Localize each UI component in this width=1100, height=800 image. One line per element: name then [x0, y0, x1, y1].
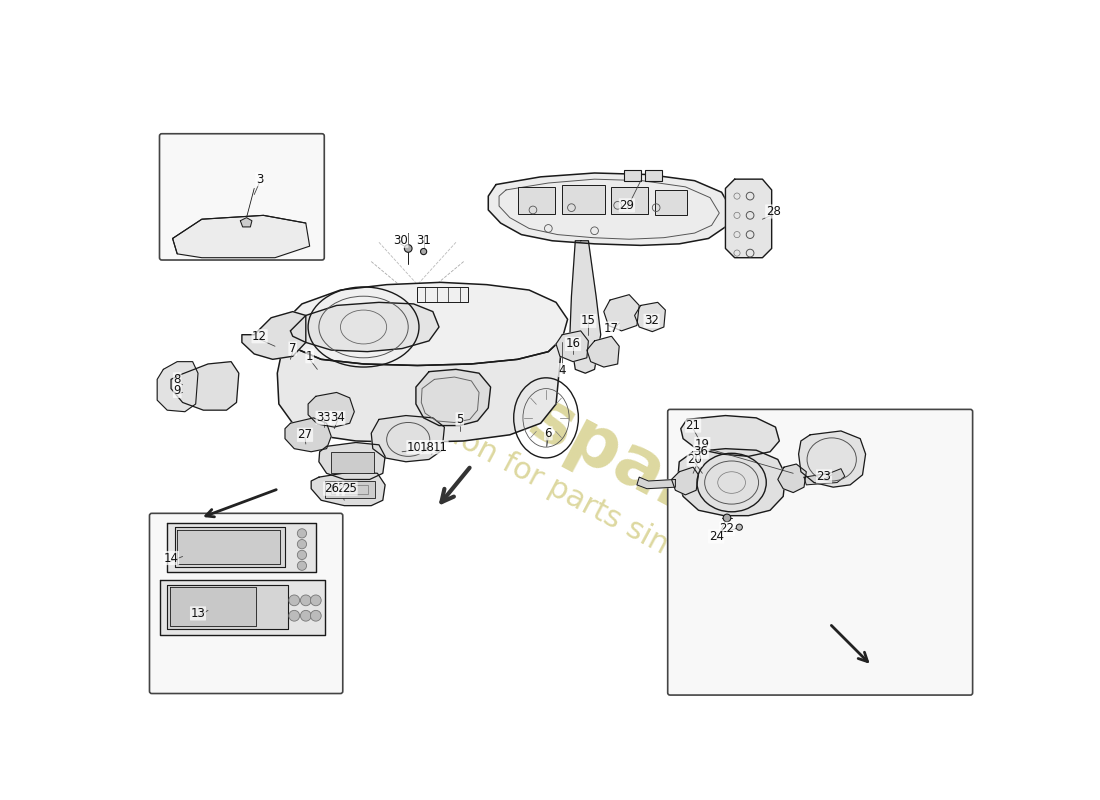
Circle shape — [300, 610, 311, 621]
Text: 2: 2 — [337, 482, 344, 495]
Bar — [331, 452, 374, 474]
Text: 5: 5 — [456, 413, 463, 426]
Polygon shape — [587, 336, 619, 367]
Text: 26: 26 — [323, 482, 339, 495]
Text: 36: 36 — [693, 446, 708, 458]
Polygon shape — [681, 415, 779, 456]
Bar — [654, 190, 686, 214]
Circle shape — [420, 249, 427, 254]
Text: a passion for parts since 1985: a passion for parts since 1985 — [361, 375, 782, 618]
Text: 18: 18 — [420, 441, 434, 454]
Text: 34: 34 — [330, 411, 344, 424]
Text: 13: 13 — [190, 607, 206, 620]
Circle shape — [289, 610, 299, 621]
Polygon shape — [488, 173, 732, 246]
Bar — [612, 187, 649, 214]
Bar — [517, 187, 554, 214]
Text: 10: 10 — [407, 441, 421, 454]
Text: 17: 17 — [604, 322, 619, 335]
Polygon shape — [671, 467, 698, 495]
Text: 23: 23 — [816, 470, 832, 483]
Bar — [562, 185, 605, 214]
Polygon shape — [169, 587, 255, 626]
Circle shape — [297, 539, 307, 549]
Circle shape — [405, 245, 412, 252]
Text: 14: 14 — [164, 551, 178, 565]
Polygon shape — [175, 527, 285, 567]
Polygon shape — [635, 302, 666, 332]
Text: 1: 1 — [306, 350, 313, 362]
Circle shape — [300, 595, 311, 606]
Text: 6: 6 — [544, 426, 552, 440]
Polygon shape — [241, 218, 252, 227]
Polygon shape — [556, 331, 588, 362]
Text: 3: 3 — [256, 173, 263, 186]
Text: 33: 33 — [316, 411, 331, 424]
Circle shape — [736, 524, 743, 530]
Polygon shape — [177, 530, 280, 564]
Polygon shape — [172, 362, 239, 410]
FancyBboxPatch shape — [160, 134, 324, 260]
Polygon shape — [283, 282, 568, 366]
Text: 28: 28 — [766, 205, 781, 218]
FancyBboxPatch shape — [668, 410, 972, 695]
Polygon shape — [290, 302, 439, 352]
Polygon shape — [160, 579, 326, 635]
Text: 30: 30 — [393, 234, 408, 247]
Polygon shape — [167, 585, 288, 629]
Text: 12: 12 — [252, 330, 267, 342]
Polygon shape — [372, 415, 444, 462]
Polygon shape — [173, 215, 310, 258]
Polygon shape — [570, 241, 601, 373]
Bar — [646, 170, 662, 181]
Text: 15: 15 — [581, 314, 596, 327]
Text: 9: 9 — [174, 385, 182, 398]
Circle shape — [297, 561, 307, 570]
Polygon shape — [308, 393, 354, 427]
Polygon shape — [167, 523, 316, 572]
Text: 27: 27 — [297, 428, 312, 442]
Polygon shape — [416, 370, 491, 426]
Polygon shape — [319, 442, 385, 479]
Polygon shape — [778, 464, 806, 493]
Text: 21: 21 — [685, 419, 701, 432]
Polygon shape — [604, 294, 639, 331]
Circle shape — [310, 595, 321, 606]
Text: 22: 22 — [719, 522, 735, 535]
Bar — [624, 170, 640, 181]
Text: 29: 29 — [619, 199, 635, 212]
Text: 4: 4 — [559, 364, 566, 377]
Bar — [331, 485, 368, 494]
Polygon shape — [799, 431, 866, 487]
Circle shape — [310, 610, 321, 621]
Bar — [418, 287, 468, 302]
Polygon shape — [311, 472, 385, 506]
Bar — [326, 481, 375, 498]
Text: 19: 19 — [695, 438, 710, 450]
Polygon shape — [726, 179, 772, 258]
Text: 16: 16 — [565, 338, 581, 350]
Polygon shape — [242, 312, 306, 359]
Circle shape — [723, 514, 730, 522]
Text: 24: 24 — [708, 530, 724, 543]
Text: 20: 20 — [688, 453, 702, 466]
Text: eurospares: eurospares — [353, 297, 790, 573]
Polygon shape — [637, 477, 675, 489]
Text: 7: 7 — [289, 342, 297, 355]
Circle shape — [297, 529, 307, 538]
Polygon shape — [285, 418, 331, 452]
Polygon shape — [804, 469, 845, 485]
Text: 11: 11 — [433, 441, 448, 454]
Text: 32: 32 — [645, 314, 659, 327]
FancyBboxPatch shape — [150, 514, 343, 694]
Polygon shape — [157, 362, 198, 412]
Polygon shape — [277, 336, 562, 442]
Text: 25: 25 — [342, 482, 358, 495]
Text: 31: 31 — [416, 234, 431, 247]
Polygon shape — [678, 449, 785, 516]
Text: 8: 8 — [174, 373, 180, 386]
Circle shape — [289, 595, 299, 606]
Circle shape — [297, 550, 307, 559]
